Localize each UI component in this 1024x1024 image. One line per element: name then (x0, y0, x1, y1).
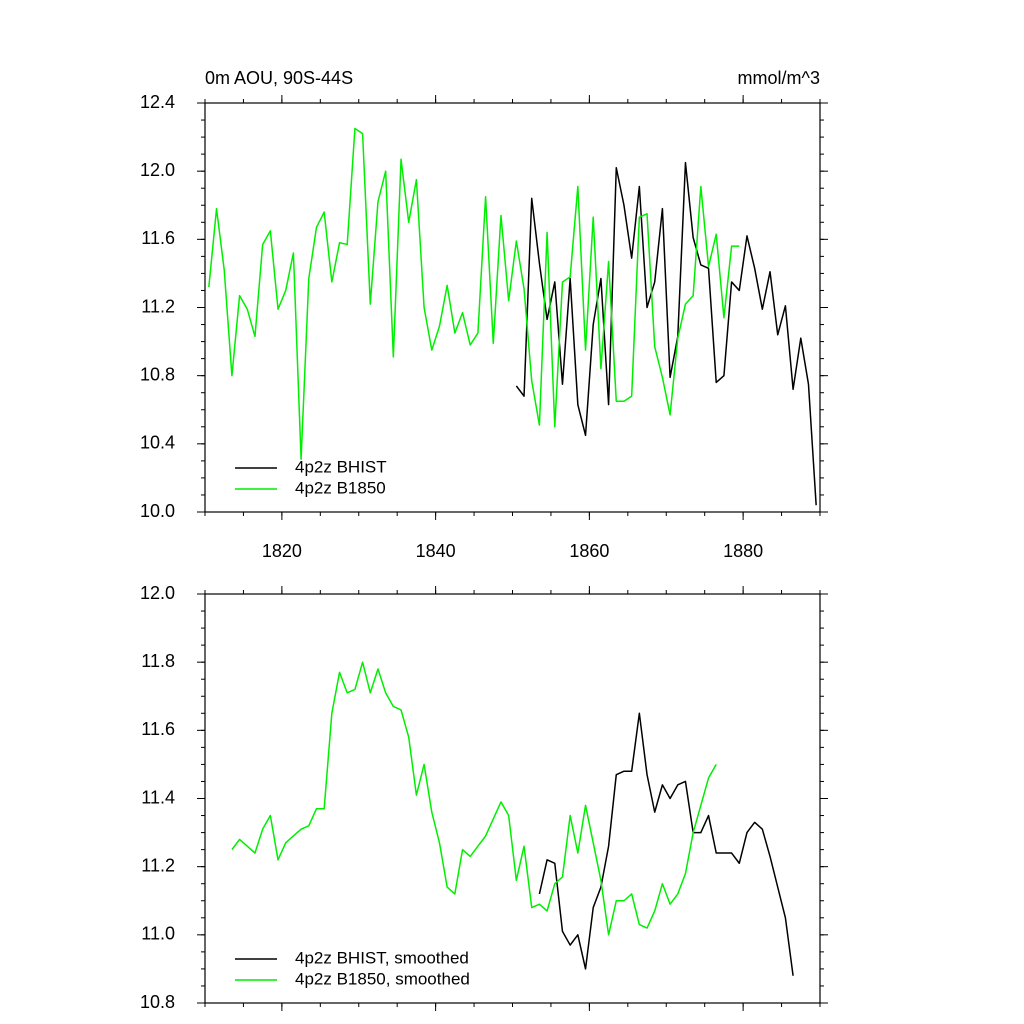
series-line (515, 161, 817, 506)
y-tick-label: 11.2 (141, 855, 175, 875)
plot-frame (204, 593, 821, 1004)
legend-label: 4p2z BHIST, smoothed (295, 948, 469, 967)
plot-frame (204, 102, 821, 513)
y-tick-label: 12.0 (140, 160, 175, 180)
series-line (231, 661, 717, 936)
x-tick-label: 1860 (569, 541, 609, 561)
legend-label: 4p2z B1850, smoothed (295, 969, 470, 988)
y-tick-label: 11.0 (141, 924, 175, 944)
x-tick-label: 1820 (262, 541, 302, 561)
y-tick-label: 10.8 (140, 992, 175, 1012)
y-tick-label: 11.6 (141, 719, 175, 739)
y-tick-label: 11.4 (141, 787, 175, 807)
y-tick-label: 11.2 (141, 296, 175, 316)
units-label: mmol/m^3 (738, 68, 820, 88)
chart-title: 0m AOU, 90S-44S (205, 68, 353, 88)
series-line (538, 712, 794, 976)
x-tick-label: 1880 (723, 541, 763, 561)
legend-label: 4p2z BHIST (295, 457, 387, 476)
series-line (208, 127, 740, 460)
y-tick-label: 11.6 (141, 228, 175, 248)
y-tick-label: 10.8 (140, 364, 175, 384)
y-tick-label: 10.0 (140, 501, 175, 521)
x-tick-label: 1840 (416, 541, 456, 561)
legend-label: 4p2z B1850 (295, 478, 386, 497)
y-tick-label: 10.4 (140, 433, 175, 453)
y-tick-label: 11.8 (141, 651, 175, 671)
y-tick-label: 12.0 (140, 583, 175, 603)
y-tick-label: 12.4 (140, 92, 175, 112)
